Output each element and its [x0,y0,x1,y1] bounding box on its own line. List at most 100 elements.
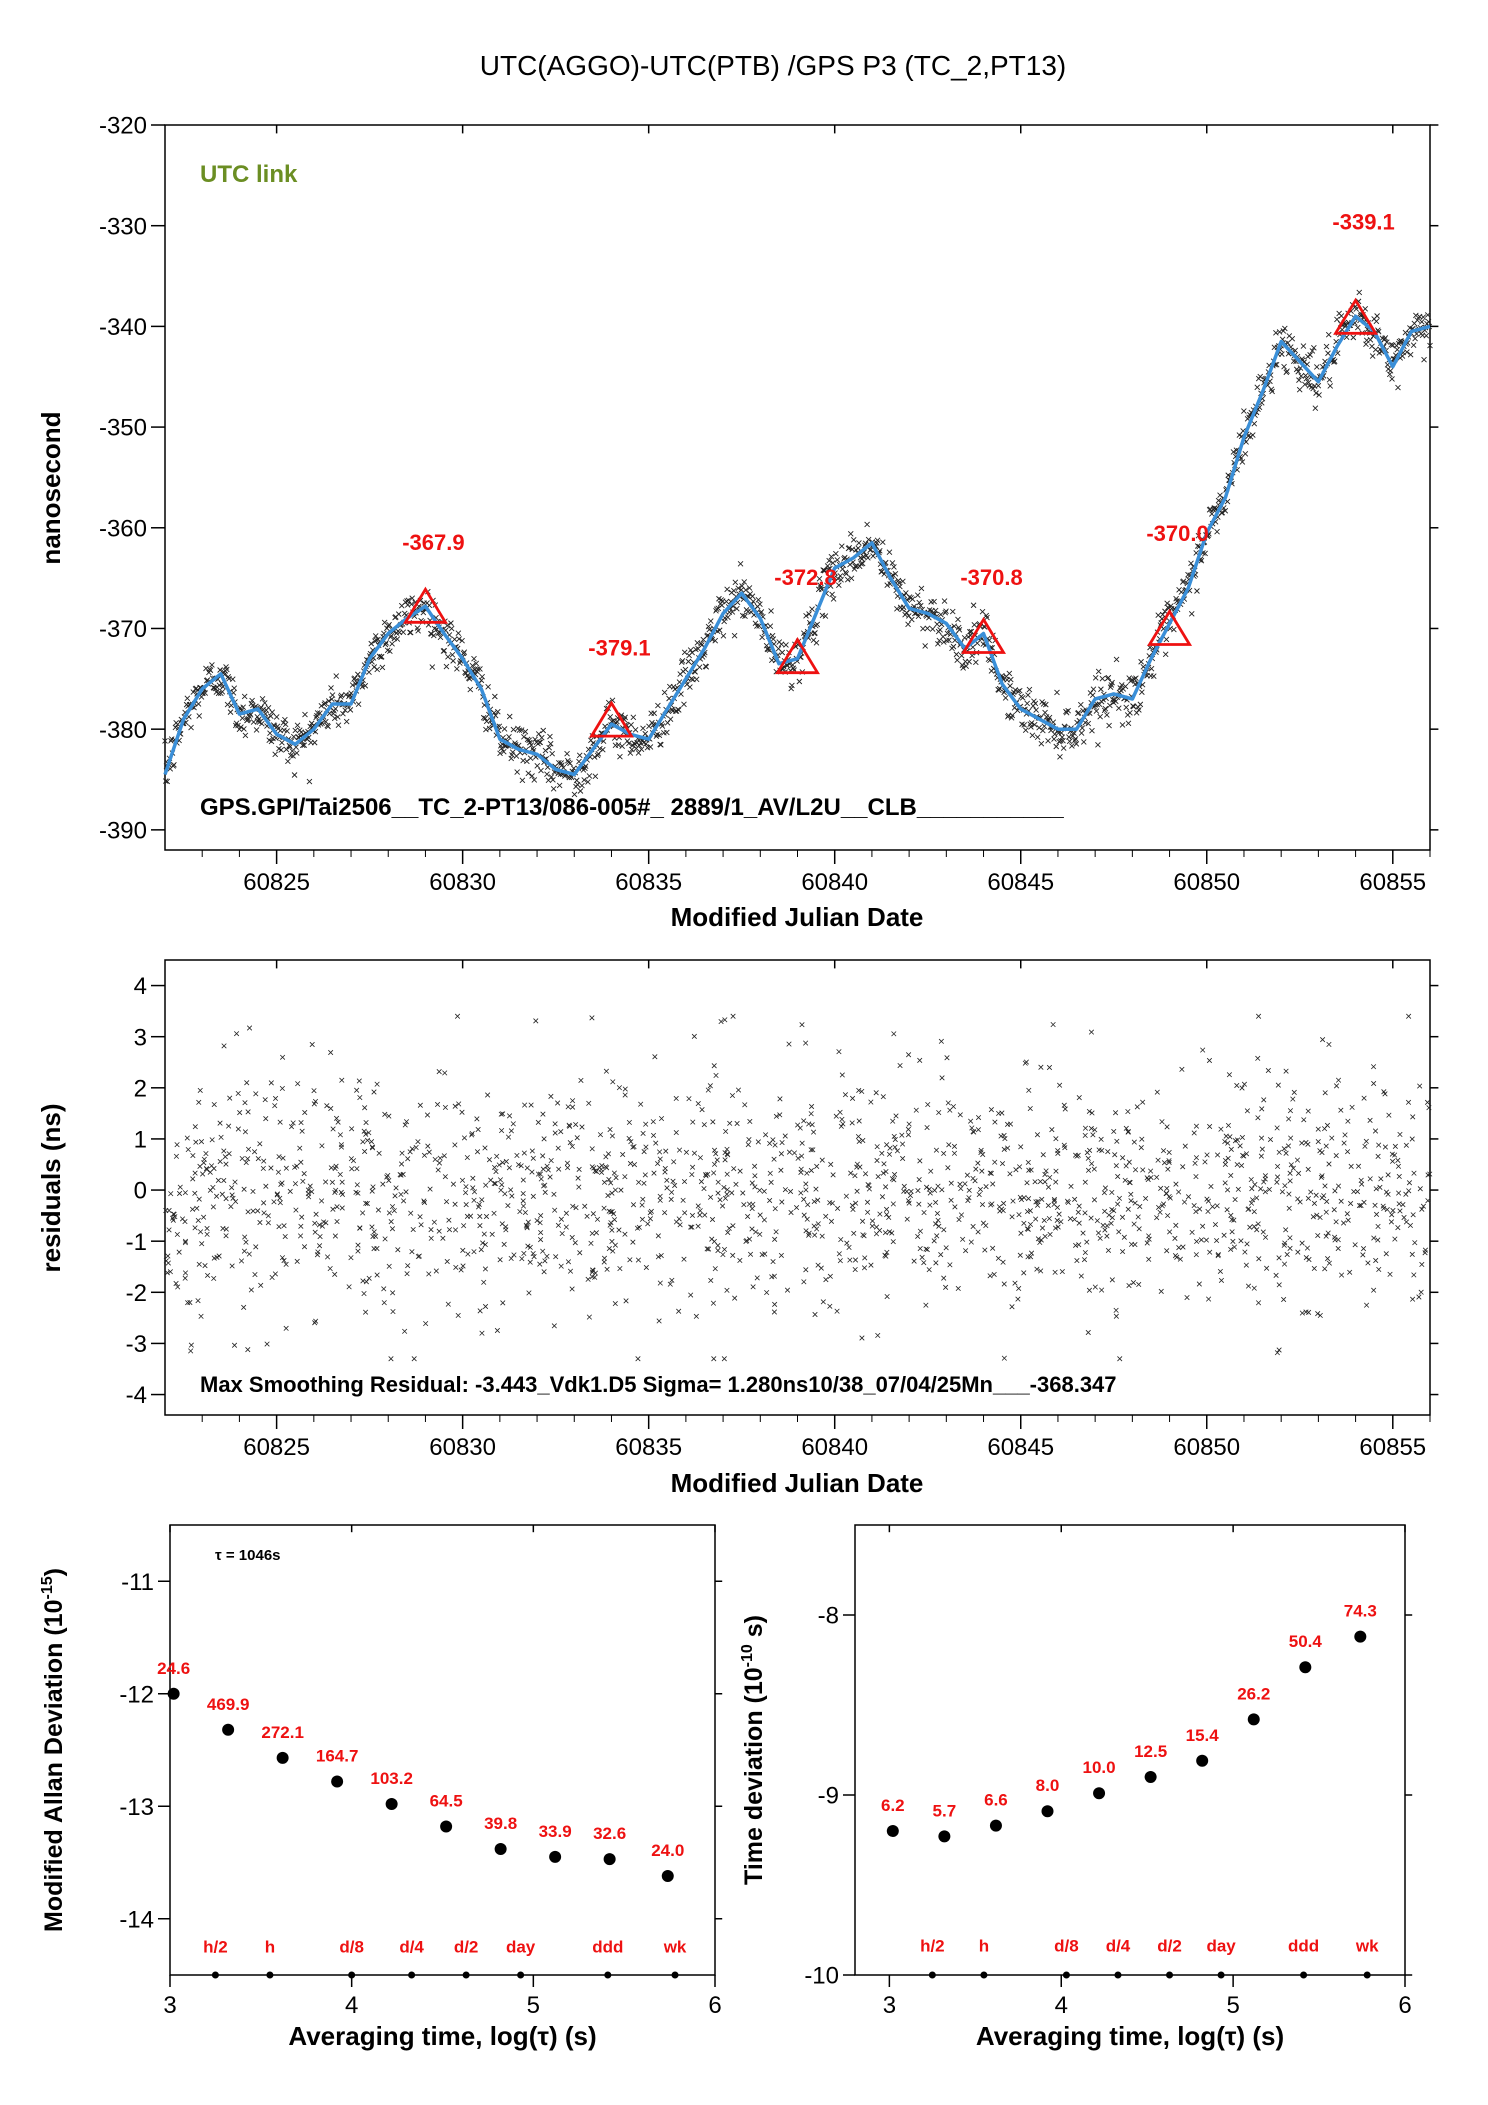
residual-point [697,1208,703,1214]
data-point [335,722,342,729]
residual-point [482,1242,488,1248]
residual-point [1251,1285,1257,1291]
residual-point [508,1255,514,1262]
residual-point [1317,1214,1323,1221]
residual-point [283,1165,289,1171]
residual-point [277,1119,283,1125]
data-point [828,553,835,560]
residual-point [757,1187,763,1193]
residual-point [934,1210,941,1216]
residual-point [223,1233,229,1239]
residual-point [354,1087,360,1093]
data-point [1022,727,1029,734]
triangle-label: -370.0 [1146,521,1208,546]
residual-point [935,1217,941,1223]
residual-point [1237,1143,1243,1149]
residual-point [1075,1152,1081,1158]
residual-point [639,1202,645,1208]
residual-point [538,1229,544,1236]
residual-point [1123,1125,1129,1131]
residual-point [245,1146,252,1152]
residual-point [1395,1225,1401,1231]
residual-point [1193,1252,1199,1258]
residual-point [804,1170,810,1176]
residual-point [808,1147,814,1153]
residual-point [1305,1108,1311,1114]
plot-frame [169,1524,716,1976]
residual-point [334,1218,340,1225]
residual-point [690,1164,696,1170]
residual-point [715,1179,721,1185]
residual-point [970,1175,976,1182]
residual-point [223,1161,229,1167]
residual-point [524,1165,530,1171]
residual-point [357,1225,363,1231]
residual-point [1018,1230,1024,1236]
residual-point [1165,1166,1171,1172]
data-point [1089,727,1095,734]
data-point [1222,507,1229,514]
residual-point [1262,1173,1268,1179]
residual-point [517,1208,523,1215]
y-tick-label: -14 [119,1906,154,1933]
data-point [516,727,523,733]
residual-point [165,1253,171,1259]
data-point [669,706,675,713]
residual-point [630,1239,636,1245]
data-point [215,690,222,697]
residual-point [471,1189,478,1195]
residual-point [189,1206,196,1212]
residual-point [607,1222,613,1228]
data-point [349,682,356,688]
residual-point [1275,1082,1281,1088]
residual-point [481,1279,487,1285]
residual-point [815,1262,821,1268]
residual-point [362,1148,368,1155]
residual-point [203,1150,209,1157]
residual-point [521,1150,527,1156]
interval-marker-dot [1166,1971,1174,1979]
residual-point [755,1139,761,1145]
residual-point [276,1224,282,1230]
residual-point [369,1188,375,1194]
data-point [450,658,456,664]
residual-point [1222,1161,1228,1167]
data-point [1171,626,1177,633]
data-point [996,687,1002,693]
residual-point [892,1144,898,1150]
residual-point [242,1100,248,1106]
residual-point [544,1253,550,1259]
residual-point [182,1275,188,1281]
data-point [922,643,929,649]
residual-point [520,1190,526,1197]
residual-point [801,1118,807,1124]
residual-point [363,1200,369,1206]
residual-point [382,1236,388,1242]
residual-point [363,1119,369,1126]
data-point [931,598,937,605]
residual-point [1181,1199,1188,1205]
data-point [1042,701,1049,708]
data-point [855,545,861,552]
data-point [267,713,274,720]
residual-point [1043,1168,1049,1174]
data-point [535,731,542,737]
residual-point [958,1185,964,1192]
residual-point [1102,1208,1108,1214]
residual-point [1382,1144,1388,1150]
deviation-point [661,1870,674,1882]
residual-point [856,1138,862,1145]
residual-point [1017,1252,1023,1258]
residual-point [1338,1198,1344,1204]
data-point [1122,683,1129,690]
residual-point [1042,1171,1048,1178]
data-point [956,627,963,633]
residual-point [787,1188,794,1195]
data-point [318,702,325,709]
residual-point [838,1236,844,1243]
residual-point [879,1194,886,1200]
data-point [444,622,451,629]
residual-point [582,1203,588,1209]
data-point [272,751,279,758]
residual-point [480,1240,486,1246]
